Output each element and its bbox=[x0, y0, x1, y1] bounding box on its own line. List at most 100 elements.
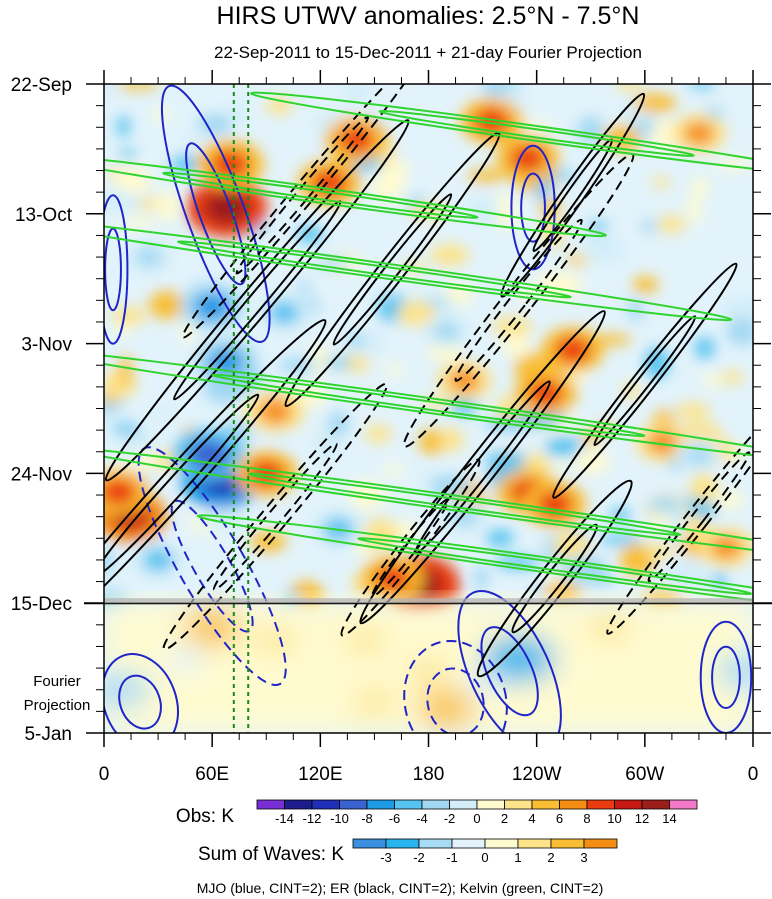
obs-colorbar-level-label: -14 bbox=[275, 811, 294, 826]
field-mottle bbox=[691, 177, 709, 198]
waves-colorbar-swatch bbox=[418, 838, 453, 849]
projected-field bbox=[104, 603, 753, 733]
kelvin-contour bbox=[104, 217, 733, 322]
field-mottle bbox=[365, 424, 392, 443]
projection-anomaly-cell bbox=[165, 645, 206, 672]
field-mottle bbox=[657, 215, 685, 234]
field-mottle bbox=[694, 336, 715, 360]
obs-colorbar-level-label: -12 bbox=[303, 811, 322, 826]
field-mottle bbox=[703, 373, 723, 388]
obs-colorbar-level-label: 6 bbox=[556, 811, 563, 826]
kelvin-contour bbox=[104, 447, 753, 561]
contour-ring-inner bbox=[647, 451, 751, 583]
projection-boundary-band bbox=[104, 598, 753, 604]
projection-anomaly-cell bbox=[462, 670, 503, 697]
contour-ring-inner bbox=[104, 393, 260, 578]
contour-ring bbox=[162, 382, 388, 651]
mjo-contour bbox=[510, 144, 556, 271]
projection-anomaly-cell bbox=[715, 653, 753, 690]
field-mottle bbox=[615, 84, 643, 91]
contour-ring bbox=[104, 653, 179, 733]
obs-colorbar-level-label: 0 bbox=[473, 811, 480, 826]
mjo-contour bbox=[403, 639, 508, 733]
contour-ring bbox=[552, 262, 738, 499]
projection-anomaly-cell bbox=[408, 658, 449, 685]
projection-anomaly-cell bbox=[418, 690, 475, 727]
contour-ring-inner bbox=[104, 227, 122, 312]
anomaly-cell bbox=[683, 122, 715, 145]
field-mottle bbox=[386, 364, 403, 377]
kelvin-contour bbox=[250, 91, 753, 176]
field-mottle bbox=[439, 427, 464, 452]
contour-ring bbox=[196, 514, 753, 618]
anomaly-cell bbox=[194, 293, 230, 320]
contour-ring-inner bbox=[357, 537, 753, 596]
field-mottle bbox=[712, 491, 745, 509]
anomaly-cell bbox=[204, 190, 249, 225]
field-mottle bbox=[721, 370, 744, 385]
anomaly-cell bbox=[269, 301, 300, 325]
field-mottle bbox=[148, 291, 185, 319]
contour-ring bbox=[606, 398, 753, 635]
contour-ring bbox=[250, 91, 753, 176]
contour-ring bbox=[104, 319, 327, 653]
waves-colorbar-level-label: 0 bbox=[481, 850, 488, 865]
field-mottle bbox=[116, 115, 130, 138]
field-mottle bbox=[552, 460, 568, 470]
x-tick-label: 180 bbox=[413, 764, 445, 785]
obs-colorbar-swatch bbox=[476, 799, 505, 810]
contour-ring bbox=[160, 84, 271, 343]
obs-colorbar-swatch bbox=[504, 799, 533, 810]
field-mottle bbox=[674, 402, 711, 420]
kelvin-contour bbox=[104, 153, 607, 238]
obs-colorbar-level-label: -6 bbox=[389, 811, 401, 826]
x-tick-label: 0 bbox=[748, 764, 759, 785]
field-mottle bbox=[322, 358, 355, 367]
contour-ring-inner bbox=[520, 172, 546, 243]
field-mottle bbox=[104, 84, 115, 95]
field-mottle bbox=[632, 276, 659, 294]
contour-ring-inner bbox=[170, 499, 254, 633]
mjo-contour bbox=[160, 84, 271, 343]
field-mottle bbox=[117, 430, 159, 455]
field-mottle bbox=[383, 465, 405, 476]
contour-ring bbox=[104, 153, 607, 238]
waves-colorbar-level-label: -1 bbox=[446, 850, 458, 865]
waves-colorbar-swatch bbox=[451, 838, 486, 849]
obs-colorbar-level-label: 14 bbox=[662, 811, 676, 826]
y-tick-label: 15-Dec bbox=[11, 594, 72, 615]
mjo-contour bbox=[104, 194, 129, 345]
contour-ring-inner bbox=[480, 626, 539, 717]
contour-ring-inner bbox=[332, 193, 453, 346]
obs-colorbar-swatch bbox=[531, 799, 560, 810]
obs-colorbar-swatch bbox=[339, 799, 368, 810]
x-tick-label: 120W bbox=[512, 764, 562, 785]
field-mottle bbox=[688, 84, 715, 89]
field-mottle bbox=[531, 586, 544, 600]
y-tick-label: 22-Sep bbox=[11, 75, 72, 96]
er-contour bbox=[552, 262, 738, 499]
contour-ring bbox=[104, 119, 410, 482]
contour-ring bbox=[403, 639, 508, 733]
field-mottle bbox=[485, 529, 515, 547]
field-mottle bbox=[298, 280, 311, 294]
obs-colorbar-swatch bbox=[284, 799, 313, 810]
field-mottle bbox=[230, 98, 245, 128]
field-mottle bbox=[687, 196, 701, 226]
projection-anomaly-cell bbox=[104, 671, 151, 708]
field-mottle bbox=[545, 436, 582, 457]
waves-colorbar-swatch bbox=[484, 838, 519, 849]
contour-ring bbox=[104, 194, 129, 345]
anomaly-cell bbox=[647, 431, 679, 454]
obs-colorbar-swatch bbox=[586, 799, 615, 810]
field-mottle bbox=[112, 306, 147, 325]
field-mottle bbox=[726, 317, 753, 346]
wave-contours bbox=[104, 84, 753, 733]
field-mottle bbox=[651, 119, 679, 151]
contour-ring-inner bbox=[118, 674, 162, 730]
projection-anomaly-cell bbox=[345, 627, 386, 654]
obs-colorbar-swatch bbox=[449, 799, 478, 810]
er-contour bbox=[606, 398, 753, 635]
field-mottle bbox=[116, 84, 160, 90]
